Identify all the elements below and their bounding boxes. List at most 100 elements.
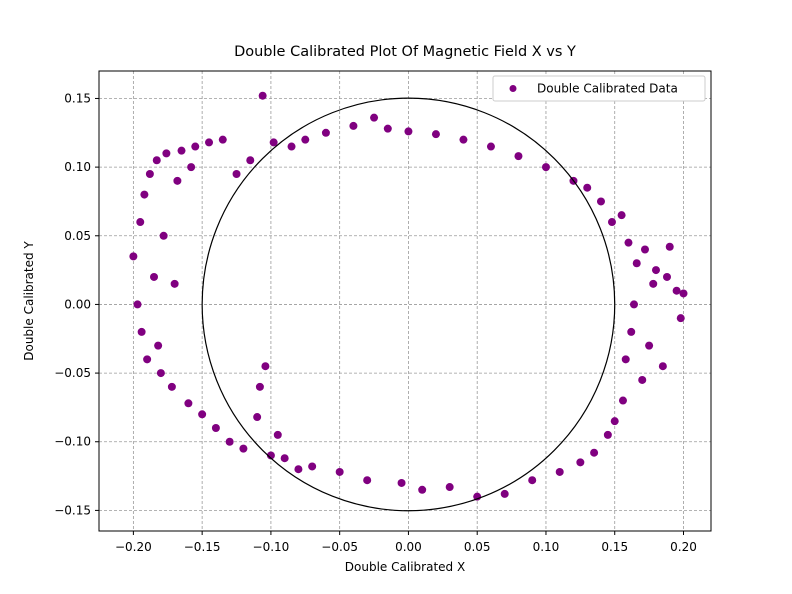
x-tick-label: −0.05 [321, 540, 358, 554]
scatter-point [143, 355, 152, 364]
x-axis-label: Double Calibrated X [345, 560, 465, 574]
scatter-point [445, 483, 454, 492]
reference-circle [201, 97, 616, 512]
scatter-point [273, 430, 282, 439]
scatter-point [431, 130, 440, 139]
scatter-point [607, 218, 616, 227]
scatter-point [308, 462, 317, 471]
scatter-point [239, 444, 248, 453]
scatter-point [404, 127, 413, 136]
scatter-point [383, 124, 392, 133]
scatter-point [397, 478, 406, 487]
scatter-point [627, 327, 636, 336]
scatter-point [246, 156, 255, 165]
x-tick-label: 0.15 [601, 540, 628, 554]
x-tick-label: −0.15 [184, 540, 221, 554]
x-tick-label: 0.20 [670, 540, 697, 554]
scatter-point [618, 396, 627, 405]
scatter-point [528, 476, 537, 485]
legend-box [492, 75, 706, 102]
y-gridlines [99, 98, 711, 511]
scatter-point [152, 156, 161, 165]
x-tick-label: 0.05 [464, 540, 491, 554]
scatter-point [649, 279, 658, 288]
scatter-point [590, 448, 599, 457]
x-axis-ticks: −0.20 −0.15 −0.10 −0.05 0.00 0.05 0.10 0.15 0.20 [115, 531, 697, 554]
scatter-point [187, 163, 196, 172]
scatter-point [129, 252, 138, 261]
scatter-point [363, 476, 372, 485]
scatter-point [167, 382, 176, 391]
scatter-points [129, 91, 688, 501]
chart-title: Double Calibrated Plot Of Magnetic Field… [234, 44, 576, 60]
x-gridlines [132, 71, 684, 531]
scatter-point [140, 190, 149, 199]
x-tick-label: 0.00 [395, 540, 422, 554]
y-tick-label: 0.05 [64, 229, 91, 243]
scatter-point [662, 272, 671, 281]
scatter-point [150, 272, 159, 281]
scatter-point [541, 163, 550, 172]
scatter-point [679, 289, 688, 298]
scatter-point [211, 424, 220, 433]
y-tick-label: −0.05 [54, 366, 91, 380]
scatter-point [154, 341, 163, 350]
scatter-point [145, 169, 154, 178]
scatter-point [672, 286, 681, 295]
scatter-point [632, 259, 641, 268]
y-axis-ticks: −0.15 −0.10 −0.05 0.00 0.05 0.10 0.15 [54, 91, 99, 517]
scatter-point [640, 245, 649, 254]
x-tick-label: −0.10 [253, 540, 290, 554]
scatter-point [253, 413, 262, 422]
scatter-point [603, 430, 612, 439]
scatter-point [261, 362, 270, 371]
y-tick-label: −0.15 [54, 503, 91, 517]
scatter-point [258, 91, 267, 100]
scatter-point [576, 458, 585, 467]
scatter-point [280, 454, 289, 463]
scatter-point [596, 197, 605, 206]
x-tick-label: −0.20 [115, 540, 152, 554]
scatter-point [162, 149, 171, 158]
scatter-point [629, 300, 638, 309]
scatter-point [459, 135, 468, 144]
scatter-point [321, 128, 330, 137]
scatter-point [610, 417, 619, 426]
y-axis-label: Double Calibrated Y [22, 241, 36, 361]
legend-label: Double Calibrated Data [537, 82, 678, 96]
scatter-point [335, 467, 344, 476]
scatter-point [621, 355, 630, 364]
scatter-point [198, 410, 207, 419]
scatter-point [500, 489, 509, 498]
scatter-point [301, 135, 310, 144]
y-tick-label: −0.10 [54, 435, 91, 449]
scatter-point [137, 327, 146, 336]
scatter-point [133, 300, 142, 309]
scatter-point [665, 242, 674, 251]
scatter-point [638, 375, 647, 384]
scatter-point [418, 485, 427, 494]
scatter-point [583, 183, 592, 192]
scatter-point [255, 382, 264, 391]
scatter-point [624, 238, 633, 247]
scatter-point [170, 279, 179, 288]
scatter-point [218, 135, 227, 144]
scatter-point [651, 266, 660, 275]
scatter-point [191, 142, 200, 151]
scatter-point [617, 211, 626, 220]
plot-frame [98, 70, 712, 532]
scatter-point [287, 142, 296, 151]
scatter-point [269, 138, 278, 147]
scatter-point [370, 113, 379, 122]
y-tick-label: 0.15 [64, 91, 91, 105]
legend: Double Calibrated Data [492, 75, 706, 102]
scatter-point [514, 152, 523, 161]
scatter-point [486, 142, 495, 151]
scatter-point [294, 465, 303, 474]
scatter-point [156, 369, 165, 378]
scatter-point [676, 314, 685, 323]
scatter-point [205, 138, 214, 147]
scatter-point [645, 341, 654, 350]
scatter-point [177, 146, 186, 155]
scatter-point [232, 169, 241, 178]
